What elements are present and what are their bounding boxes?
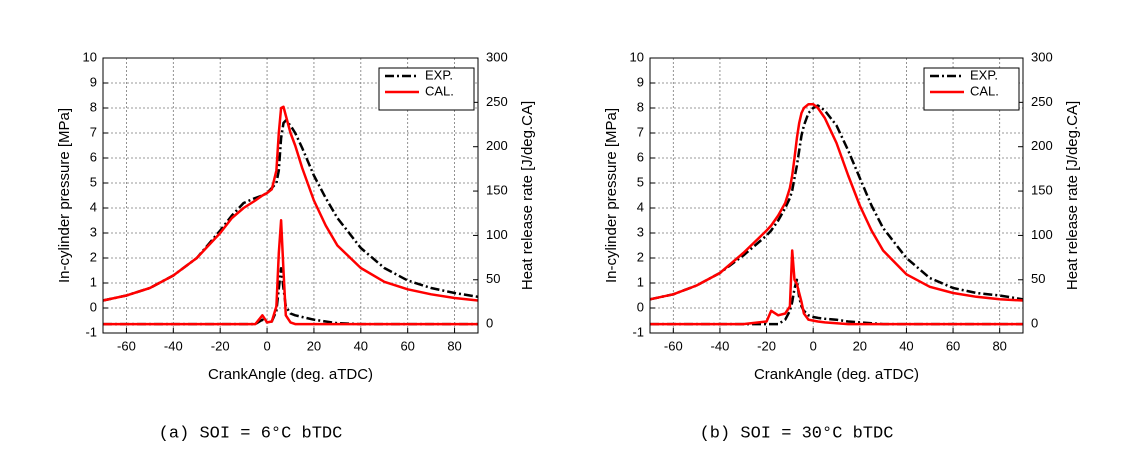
y2-axis-label: Heat release rate [J/deg.CA] <box>1064 101 1081 290</box>
legend-label: CAL. <box>970 83 999 98</box>
x-tick-label: 20 <box>853 338 867 353</box>
y2-tick-label: 0 <box>486 316 493 331</box>
y-tick-label: 8 <box>90 99 97 114</box>
x-tick-label: 0 <box>810 338 817 353</box>
x-tick-label: -40 <box>164 338 183 353</box>
y-tick-label: 9 <box>90 74 97 89</box>
x-tick-label: -20 <box>757 338 776 353</box>
legend-label: EXP. <box>425 67 453 82</box>
x-tick-label: -60 <box>664 338 683 353</box>
x-tick-label: -40 <box>711 338 730 353</box>
legend-box <box>378 67 475 111</box>
x-tick-label: 80 <box>447 338 461 353</box>
y-tick-label: 4 <box>90 199 97 214</box>
y2-tick-label: 250 <box>486 94 508 109</box>
y-tick-label: 6 <box>637 149 644 164</box>
x-axis-label: CrankAngle (deg. aTDC) <box>208 366 373 383</box>
y-tick-label: 10 <box>83 49 97 64</box>
y-tick-label: -1 <box>85 324 97 339</box>
legend-label: EXP. <box>970 67 998 82</box>
x-tick-label: -60 <box>117 338 136 353</box>
data-line <box>103 219 478 326</box>
y2-axis-label: Heat release rate [J/deg.CA] <box>519 101 536 290</box>
y-tick-label: -1 <box>632 324 644 339</box>
y-tick-label: 2 <box>90 249 97 264</box>
data-line <box>102 119 479 302</box>
data-line <box>649 104 1024 301</box>
x-tick-label: 80 <box>992 338 1006 353</box>
y2-tick-label: 50 <box>486 271 500 286</box>
legend-box <box>923 67 1020 111</box>
y-tick-label: 5 <box>90 174 97 189</box>
y-tick-label: 4 <box>637 199 644 214</box>
data-line <box>650 278 1023 326</box>
data-line <box>102 105 479 302</box>
caption: (b) SOI = 30°C bTDC <box>700 424 894 443</box>
x-tick-label: 40 <box>354 338 368 353</box>
y-tick-label: 6 <box>90 149 97 164</box>
y-tick-label: 3 <box>90 224 97 239</box>
y2-tick-label: 300 <box>1031 49 1053 64</box>
y-tick-label: 10 <box>630 49 644 64</box>
y2-tick-label: 150 <box>1031 183 1053 198</box>
y-axis-label: In-cylinder pressure [MPa] <box>603 108 620 283</box>
y2-tick-label: 50 <box>1031 271 1045 286</box>
x-tick-label: -20 <box>211 338 230 353</box>
y-tick-label: 7 <box>90 124 97 139</box>
y-tick-label: 8 <box>637 99 644 114</box>
y2-tick-label: 200 <box>486 138 508 153</box>
y-tick-label: 0 <box>637 299 644 314</box>
y-tick-label: 5 <box>637 174 644 189</box>
y2-tick-label: 200 <box>1031 138 1053 153</box>
legend-label: CAL. <box>425 83 454 98</box>
y-tick-label: 7 <box>637 124 644 139</box>
y2-tick-label: 100 <box>1031 227 1053 242</box>
y-tick-label: 1 <box>637 274 644 289</box>
y-tick-label: 9 <box>637 74 644 89</box>
y2-tick-label: 0 <box>1031 316 1038 331</box>
x-tick-label: 0 <box>263 338 270 353</box>
y-tick-label: 0 <box>90 299 97 314</box>
y-tick-label: 3 <box>637 224 644 239</box>
y2-tick-label: 300 <box>486 49 508 64</box>
x-tick-label: 20 <box>307 338 321 353</box>
x-tick-label: 60 <box>400 338 414 353</box>
x-tick-label: 40 <box>899 338 913 353</box>
data-line <box>103 266 478 326</box>
y-tick-label: 1 <box>90 274 97 289</box>
plot-frame <box>649 57 1024 334</box>
y2-tick-label: 100 <box>486 227 508 242</box>
caption: (a) SOI = 6°C bTDC <box>159 424 343 443</box>
y-axis-label: In-cylinder pressure [MPa] <box>56 108 73 283</box>
y-tick-label: 2 <box>637 249 644 264</box>
y2-tick-label: 150 <box>486 183 508 198</box>
plot-frame <box>102 57 479 334</box>
x-axis-label: CrankAngle (deg. aTDC) <box>754 366 919 383</box>
data-line <box>650 249 1023 326</box>
x-tick-label: 60 <box>946 338 960 353</box>
y2-tick-label: 250 <box>1031 94 1053 109</box>
data-line <box>649 102 1024 302</box>
